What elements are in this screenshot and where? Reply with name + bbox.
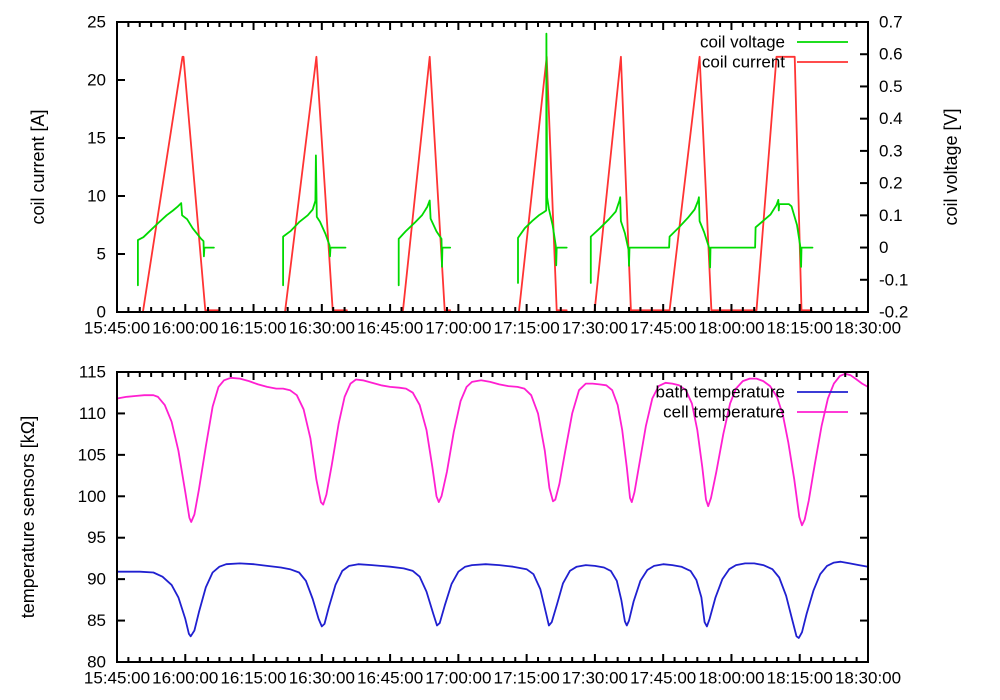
series-line-coil-current	[401, 55, 452, 313]
series-line-coil-voltage	[589, 196, 814, 284]
y-right-tick-label: 0.4	[879, 109, 903, 128]
y-left-tick-label: 20	[87, 71, 106, 90]
y-right-tick-label: 0	[879, 238, 888, 257]
left-axis-title: temperature sensors [kΩ]	[18, 416, 38, 619]
x-tick-label: 15:45:00	[84, 319, 150, 338]
series-line-coil-voltage	[517, 32, 568, 284]
y-right-tick-label: 0.5	[879, 77, 903, 96]
y-left-tick-label: 105	[78, 445, 106, 464]
series-line-bath-temperature	[116, 560, 869, 639]
legend-label: bath temperature	[656, 383, 785, 402]
series-line-coil-voltage	[137, 202, 215, 287]
y-right-tick-label: -0.2	[879, 303, 908, 322]
y-left-tick-label: 85	[87, 611, 106, 630]
x-tick-label: 18:15:00	[767, 669, 833, 688]
right-axis-title: coil voltage [V]	[941, 108, 961, 225]
x-tick-label: 17:45:00	[630, 669, 696, 688]
x-tick-label: 16:00:00	[152, 669, 218, 688]
series-line-coil-voltage	[397, 199, 452, 287]
x-tick-label: 17:15:00	[494, 669, 560, 688]
y-right-tick-label: 0.1	[879, 206, 903, 225]
legend-label: coil current	[702, 53, 785, 72]
series-line-coil-current	[284, 55, 348, 313]
x-tick-label: 18:30:00	[835, 669, 901, 688]
y-right-tick-label: 0.6	[879, 45, 903, 64]
series-line-coil-current	[518, 55, 568, 313]
y-left-tick-label: 25	[87, 13, 106, 32]
y-right-tick-label: -0.1	[879, 270, 908, 289]
y-left-tick-label: 5	[97, 245, 106, 264]
x-tick-label: 17:30:00	[562, 319, 628, 338]
series-line-coil-current	[142, 55, 219, 313]
x-tick-label: 18:30:00	[835, 319, 901, 338]
y-left-tick-label: 90	[87, 570, 106, 589]
x-tick-label: 17:00:00	[425, 319, 491, 338]
x-tick-label: 18:00:00	[698, 319, 764, 338]
legend-label: coil voltage	[700, 33, 785, 52]
left-axis-title: coil current [A]	[28, 109, 48, 224]
x-tick-label: 16:00:00	[152, 319, 218, 338]
temperature-chart-panel: 15:45:00 16:00:00 16:15:00 16:30:00 16:45:00…	[18, 363, 901, 688]
x-tick-label: 17:30:00	[562, 669, 628, 688]
y-left-tick-label: 10	[87, 187, 106, 206]
y-left-tick-label: 95	[87, 528, 106, 547]
x-tick-label: 17:15:00	[494, 319, 560, 338]
x-tick-label: 17:00:00	[425, 669, 491, 688]
coil-chart-panel: 15:45:00 16:00:00 16:15:00 16:30:00 16:45:00…	[28, 13, 961, 338]
x-tick-label: 16:30:00	[289, 669, 355, 688]
y-left-tick-label: 0	[97, 303, 106, 322]
x-tick-label: 16:15:00	[220, 669, 286, 688]
x-tick-label: 16:45:00	[357, 669, 423, 688]
x-tick-label: 18:15:00	[767, 319, 833, 338]
x-tick-label: 16:15:00	[220, 319, 286, 338]
x-tick-label: 18:00:00	[698, 669, 764, 688]
y-right-tick-label: 0.2	[879, 174, 903, 193]
y-right-tick-label: 0.3	[879, 141, 903, 160]
x-tick-label: 16:45:00	[357, 319, 423, 338]
y-left-tick-label: 15	[87, 129, 106, 148]
series-line-cell-temperature	[116, 372, 869, 527]
x-tick-label: 17:45:00	[630, 319, 696, 338]
y-left-tick-label: 115	[79, 363, 106, 382]
y-left-tick-label: 80	[87, 653, 106, 672]
legend-label: cell temperature	[663, 403, 785, 422]
y-right-tick-label: 0.7	[879, 13, 903, 32]
x-tick-label: 15:45:00	[84, 669, 150, 688]
y-left-tick-label: 110	[79, 404, 106, 423]
x-tick-label: 16:30:00	[289, 319, 355, 338]
series-line-coil-voltage	[282, 154, 347, 287]
series-line-coil-current	[593, 55, 813, 313]
y-left-tick-label: 100	[78, 487, 106, 506]
